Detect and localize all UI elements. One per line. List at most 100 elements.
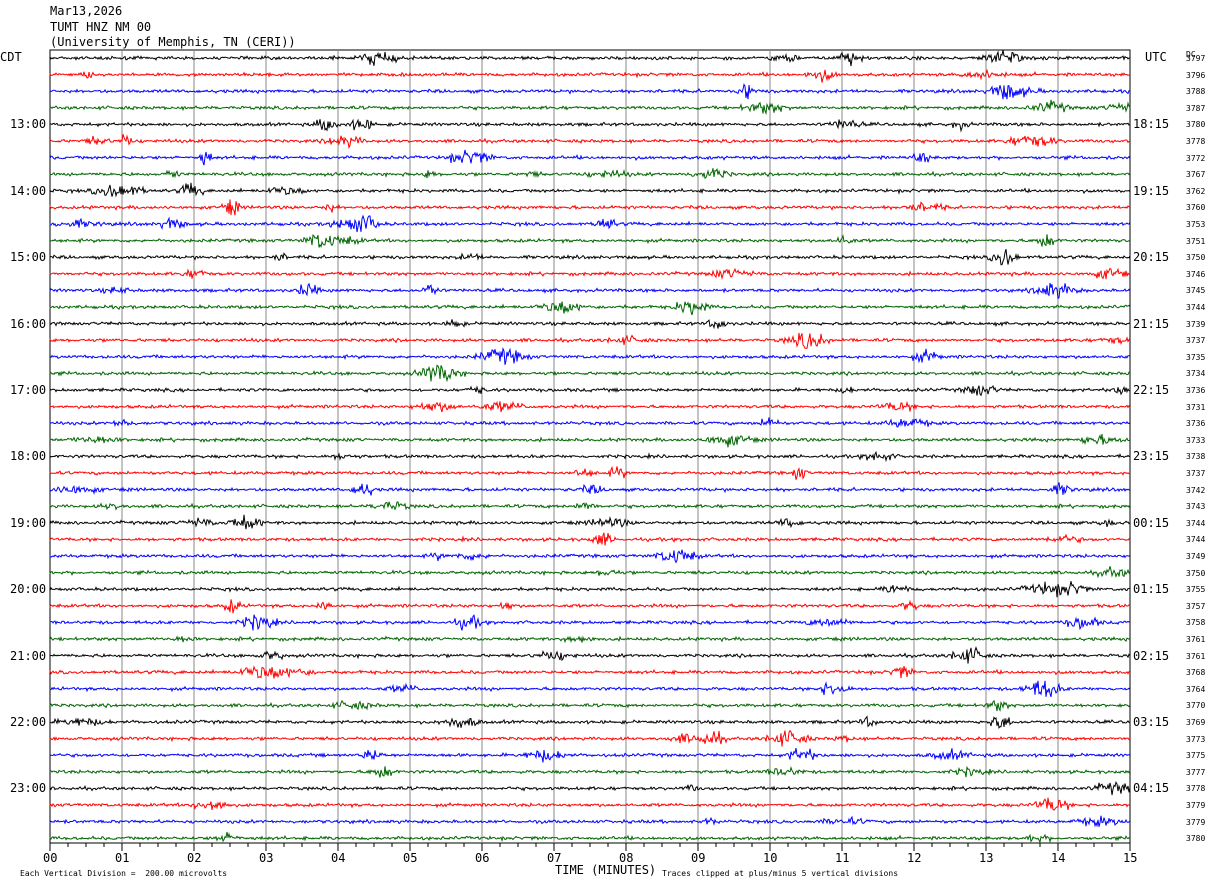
trace-row-22 bbox=[49, 400, 1131, 413]
dc-value: 3743 bbox=[1186, 502, 1206, 512]
trace-row-18 bbox=[49, 332, 1131, 349]
trace-row-44 bbox=[49, 765, 1131, 778]
dc-value: 3737 bbox=[1186, 469, 1206, 478]
cdt-label: CDT bbox=[0, 50, 22, 64]
utc-hour-label: 04:15 bbox=[1133, 781, 1170, 796]
trace-row-27 bbox=[49, 482, 1131, 496]
cdt-hour-label: 22:00 bbox=[10, 715, 47, 729]
dc-value: 3744 bbox=[1186, 518, 1206, 528]
trace-row-10 bbox=[49, 199, 1131, 216]
dc-value: 3736 bbox=[1186, 386, 1206, 395]
x-axis-label: TIME (MINUTES) bbox=[555, 863, 657, 877]
x-tick-label: 11 bbox=[835, 851, 850, 865]
trace-row-13 bbox=[49, 249, 1131, 266]
institution-label: (University of Memphis, TN (CERI)) bbox=[50, 35, 296, 49]
utc-hour-label: 22:15 bbox=[1133, 383, 1170, 397]
cdt-hour-label: 14:00 bbox=[10, 183, 47, 198]
dc-value: 3788 bbox=[1186, 87, 1206, 97]
trace-row-43 bbox=[49, 748, 1131, 763]
trace-row-41 bbox=[49, 715, 1131, 729]
dc-value: 3749 bbox=[1186, 552, 1206, 561]
x-tick-label: 09 bbox=[691, 851, 706, 865]
dc-value: 3739 bbox=[1186, 319, 1206, 329]
trace-row-23 bbox=[49, 417, 1131, 428]
trace-row-12 bbox=[49, 234, 1131, 249]
clip-note: Traces clipped at plus/minus 5 vertical … bbox=[662, 869, 899, 878]
trace-row-24 bbox=[49, 433, 1131, 448]
trace-row-8 bbox=[49, 168, 1131, 179]
dc-value: 3736 bbox=[1186, 419, 1206, 429]
cdt-hour-label: 16:00 bbox=[10, 316, 47, 331]
x-tick-label: 06 bbox=[475, 851, 490, 865]
dc-value: 3787 bbox=[1186, 103, 1206, 113]
trace-row-9 bbox=[49, 182, 1131, 198]
dc-value: 3760 bbox=[1186, 203, 1206, 213]
trace-row-40 bbox=[49, 699, 1131, 713]
dc-value: 3746 bbox=[1186, 269, 1206, 279]
dc-value: 3733 bbox=[1186, 435, 1206, 445]
trace-row-19 bbox=[49, 347, 1131, 365]
trace-row-6 bbox=[49, 134, 1131, 150]
trace-row-42 bbox=[49, 729, 1131, 747]
trace-row-31 bbox=[49, 549, 1131, 564]
x-tick-label: 08 bbox=[619, 851, 634, 865]
trace-row-3 bbox=[49, 83, 1131, 100]
trace-row-4 bbox=[49, 99, 1131, 116]
trace-row-17 bbox=[49, 319, 1131, 330]
trace-row-11 bbox=[49, 214, 1131, 233]
dc-value: 3778 bbox=[1186, 137, 1206, 146]
station-label: TUMT HNZ NM 00 bbox=[50, 20, 152, 34]
dc-value: 3770 bbox=[1186, 701, 1206, 711]
dc-value: 3744 bbox=[1186, 535, 1206, 545]
dc-value: 3767 bbox=[1186, 170, 1206, 180]
dc-value: 3779 bbox=[1186, 817, 1206, 827]
dc-value: 3797 bbox=[1186, 54, 1206, 63]
dc-value: 3737 bbox=[1186, 336, 1206, 346]
dc-value: 3757 bbox=[1186, 601, 1206, 611]
dc-value: 3735 bbox=[1186, 352, 1206, 362]
dc-value: 3751 bbox=[1186, 236, 1206, 246]
trace-row-37 bbox=[49, 646, 1131, 664]
trace-row-36 bbox=[49, 635, 1131, 644]
cdt-hour-label: 13:00 bbox=[10, 117, 47, 132]
trace-row-33 bbox=[49, 581, 1131, 598]
trace-row-14 bbox=[49, 267, 1131, 280]
utc-label: UTC bbox=[1145, 50, 1167, 64]
dc-value: 3734 bbox=[1186, 369, 1206, 379]
dc-value: 3762 bbox=[1186, 186, 1206, 196]
trace-row-30 bbox=[49, 532, 1131, 546]
trace-row-47 bbox=[49, 815, 1131, 828]
x-tick-label: 14 bbox=[1051, 851, 1066, 865]
dc-value: 3755 bbox=[1186, 585, 1206, 595]
trace-row-26 bbox=[49, 465, 1131, 480]
trace-row-34 bbox=[49, 599, 1131, 614]
trace-row-29 bbox=[49, 514, 1131, 530]
x-tick-label: 03 bbox=[259, 851, 274, 865]
dc-value: 3764 bbox=[1186, 684, 1206, 694]
x-tick-label: 02 bbox=[187, 851, 202, 865]
cdt-hour-label: 18:00 bbox=[10, 449, 47, 464]
dc-value: 3780 bbox=[1186, 834, 1206, 844]
utc-hour-label: 02:15 bbox=[1133, 648, 1170, 663]
trace-row-15 bbox=[49, 282, 1131, 300]
utc-hour-label: 19:15 bbox=[1133, 183, 1170, 198]
dc-value: 3761 bbox=[1186, 651, 1206, 661]
dc-value: 3750 bbox=[1186, 253, 1206, 263]
trace-row-20 bbox=[49, 364, 1131, 383]
trace-row-2 bbox=[49, 68, 1131, 83]
x-tick-label: 15 bbox=[1123, 851, 1138, 865]
dc-value: 3761 bbox=[1186, 635, 1206, 644]
utc-hour-label: 23:15 bbox=[1133, 449, 1170, 464]
trace-row-28 bbox=[49, 501, 1131, 511]
dc-value: 3773 bbox=[1186, 734, 1206, 744]
dc-value: 3769 bbox=[1186, 718, 1206, 727]
cdt-hour-label: 15:00 bbox=[10, 250, 47, 265]
x-tick-label: 00 bbox=[43, 851, 58, 865]
dc-value: 3750 bbox=[1186, 568, 1206, 578]
utc-hour-label: 01:15 bbox=[1133, 582, 1170, 597]
x-tick-label: 07 bbox=[547, 851, 562, 865]
trace-row-21 bbox=[49, 385, 1131, 397]
utc-hour-label: 18:15 bbox=[1133, 117, 1170, 132]
dc-value: 3742 bbox=[1186, 485, 1206, 495]
